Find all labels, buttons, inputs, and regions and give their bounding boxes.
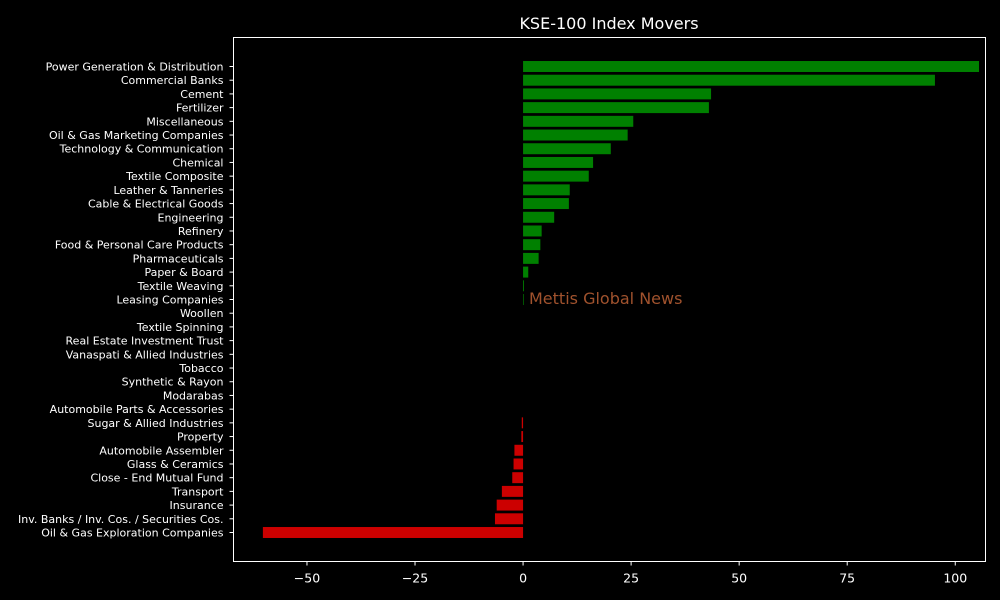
category-label: Tobacco xyxy=(178,362,223,375)
bar xyxy=(262,527,524,538)
bar xyxy=(521,431,524,443)
bar xyxy=(523,225,542,237)
category-label: Real Estate Investment Trust xyxy=(66,335,225,348)
category-label: Technology & Communication xyxy=(59,143,224,156)
category-label: Textile Weaving xyxy=(137,280,224,293)
category-label: Textile Composite xyxy=(125,170,224,183)
category-label: Synthetic & Rayon xyxy=(122,376,224,389)
bar xyxy=(521,417,524,429)
bar xyxy=(523,252,539,264)
bars-group xyxy=(262,61,980,538)
category-label: Close - End Mutual Fund xyxy=(90,472,223,485)
watermark-text: Mettis Global News xyxy=(529,289,682,308)
x-tick-label: 75 xyxy=(839,571,855,586)
bar xyxy=(523,129,628,141)
category-label: Engineering xyxy=(158,211,224,224)
bar xyxy=(523,170,589,182)
category-label: Textile Spinning xyxy=(136,321,224,334)
x-tick-label: 25 xyxy=(623,571,639,586)
bar xyxy=(523,143,611,155)
category-label: Commercial Banks xyxy=(121,74,224,87)
category-label: Refinery xyxy=(178,225,224,238)
bar xyxy=(523,198,569,210)
category-label: Glass & Ceramics xyxy=(127,458,224,471)
category-label: Fertilizer xyxy=(176,102,224,115)
bar xyxy=(523,266,529,278)
x-tick-label: −50 xyxy=(294,571,320,586)
category-label: Sugar & Allied Industries xyxy=(87,417,223,430)
x-axis-ticks-group: −50 −25 0 25 50 75 100 xyxy=(294,561,967,586)
category-label: Chemical xyxy=(172,156,223,169)
bar xyxy=(523,211,555,223)
chart-title: KSE-100 Index Movers xyxy=(519,14,698,33)
category-label: Cable & Electrical Goods xyxy=(88,198,224,211)
bar xyxy=(513,458,524,470)
bar xyxy=(501,485,524,497)
bar xyxy=(523,115,634,127)
category-label: Power Generation & Distribution xyxy=(46,61,224,74)
bar xyxy=(523,74,935,86)
bar xyxy=(523,280,524,292)
category-label: Property xyxy=(177,431,224,444)
x-tick-label: 100 xyxy=(943,571,967,586)
bar xyxy=(523,102,709,114)
x-tick-label: 0 xyxy=(519,571,527,586)
bar xyxy=(514,444,524,456)
category-label: Woollen xyxy=(180,307,224,320)
bar xyxy=(496,499,524,511)
category-label: Oil & Gas Marketing Companies xyxy=(49,129,224,142)
bar xyxy=(523,61,980,72)
category-label: Leasing Companies xyxy=(116,294,223,307)
category-label: Automobile Assembler xyxy=(99,444,224,457)
category-label: Automobile Parts & Accessories xyxy=(50,403,224,416)
bar xyxy=(512,472,524,484)
bar xyxy=(523,184,570,196)
x-tick-label: −25 xyxy=(402,571,428,586)
category-label: Leather & Tanneries xyxy=(113,184,223,197)
category-label: Inv. Banks / Inv. Cos. / Securities Cos. xyxy=(18,513,223,526)
bar xyxy=(523,88,712,100)
category-label: Cement xyxy=(180,88,224,101)
category-labels-group: Power Generation & DistributionCommercia… xyxy=(18,61,234,540)
category-label: Insurance xyxy=(170,499,224,512)
bar xyxy=(523,294,524,305)
category-label: Vanaspati & Allied Industries xyxy=(66,348,224,361)
x-tick-label: 50 xyxy=(731,571,747,586)
bar xyxy=(523,156,594,168)
category-label: Modarabas xyxy=(163,389,224,402)
category-label: Food & Personal Care Products xyxy=(55,239,224,252)
category-label: Paper & Board xyxy=(144,266,223,279)
category-label: Transport xyxy=(171,485,224,498)
category-label: Pharmaceuticals xyxy=(133,252,224,265)
category-label: Miscellaneous xyxy=(146,115,223,128)
bar xyxy=(494,513,524,525)
category-label: Oil & Gas Exploration Companies xyxy=(41,527,224,540)
bar xyxy=(523,239,541,251)
